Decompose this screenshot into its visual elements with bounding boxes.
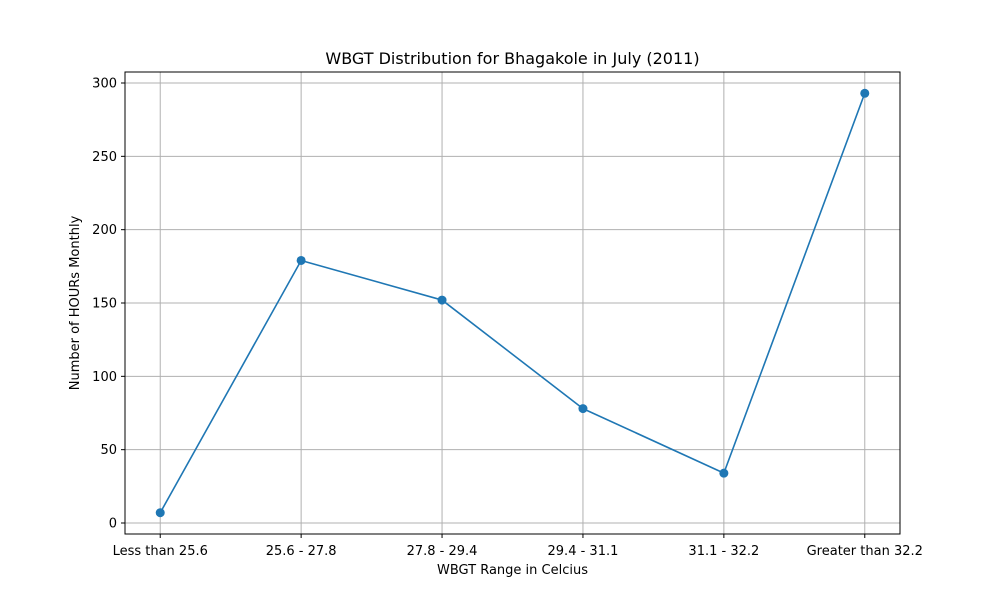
y-tick-label: 150	[92, 297, 117, 312]
series-line-group	[155, 88, 870, 518]
x-tick-label: Greater than 32.2	[807, 544, 923, 559]
y-axis-label: Number of HOURs Monthly	[68, 215, 83, 390]
data-point-marker	[719, 468, 729, 478]
grid-lines	[125, 72, 900, 534]
data-point-marker	[437, 295, 447, 305]
y-tick-label: 50	[100, 443, 117, 458]
x-tick-label: 25.6 - 27.8	[266, 544, 337, 559]
x-tick-label: 31.1 - 32.2	[688, 544, 759, 559]
y-tick-label: 100	[92, 370, 117, 385]
chart-title: WBGT Distribution for Bhagakole in July …	[325, 49, 699, 68]
data-point-marker	[860, 88, 870, 98]
data-point-marker	[155, 508, 165, 518]
x-tick-label: Less than 25.6	[113, 544, 208, 559]
series-line	[159, 92, 866, 514]
data-point-marker	[296, 255, 306, 265]
y-tick-label: 200	[92, 223, 117, 238]
x-axis-ticks: Less than 25.6 25.6 - 27.8 27.8 - 29.4 29.4…	[113, 534, 923, 559]
y-tick-label: 300	[92, 77, 117, 92]
y-tick-label: 250	[92, 150, 117, 165]
y-tick-label: 0	[109, 517, 117, 532]
x-tick-label: 29.4 - 31.1	[548, 544, 619, 559]
y-axis-ticks: 0 50 100 150 200 250 300	[92, 77, 125, 532]
data-point-marker	[578, 404, 588, 414]
x-axis-label: WBGT Range in Celcius	[437, 563, 588, 578]
x-tick-label: 27.8 - 29.4	[407, 544, 478, 559]
